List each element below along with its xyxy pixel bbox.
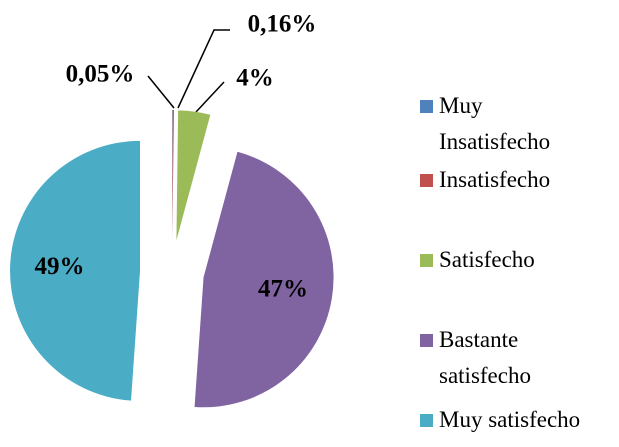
data-label: 4% bbox=[236, 65, 274, 92]
legend-item: Insatisfecho bbox=[420, 162, 550, 198]
legend-swatch bbox=[420, 334, 433, 347]
pie-slice bbox=[172, 110, 174, 241]
data-label: 0,16% bbox=[248, 11, 317, 38]
pie-slice bbox=[194, 151, 334, 408]
legend-swatch bbox=[420, 254, 433, 267]
data-label: 47% bbox=[258, 275, 308, 302]
data-label: 0,05% bbox=[66, 61, 135, 88]
legend-swatch bbox=[420, 100, 433, 113]
pie-slice bbox=[10, 140, 141, 401]
legend-label: Muy Insatisfecho bbox=[439, 93, 551, 154]
leader-line bbox=[147, 75, 175, 109]
legend-item: Satisfecho bbox=[420, 242, 535, 278]
leader-line bbox=[195, 81, 225, 113]
legend-swatch bbox=[420, 174, 433, 187]
legend-label: Muy satisfecho bbox=[439, 407, 581, 432]
leader-line bbox=[177, 29, 230, 109]
legend-label: Bastante satisfecho bbox=[439, 327, 531, 388]
data-label: 49% bbox=[34, 253, 84, 280]
legend-swatch bbox=[420, 414, 433, 427]
legend-item: Bastante satisfecho bbox=[420, 322, 589, 394]
legend-label: Insatisfecho bbox=[439, 167, 551, 192]
pie-slice bbox=[176, 110, 211, 241]
legend-label: Satisfecho bbox=[439, 247, 535, 272]
legend-item: Muy satisfecho bbox=[420, 402, 580, 438]
legend-item: Muy Insatisfecho bbox=[420, 88, 589, 160]
